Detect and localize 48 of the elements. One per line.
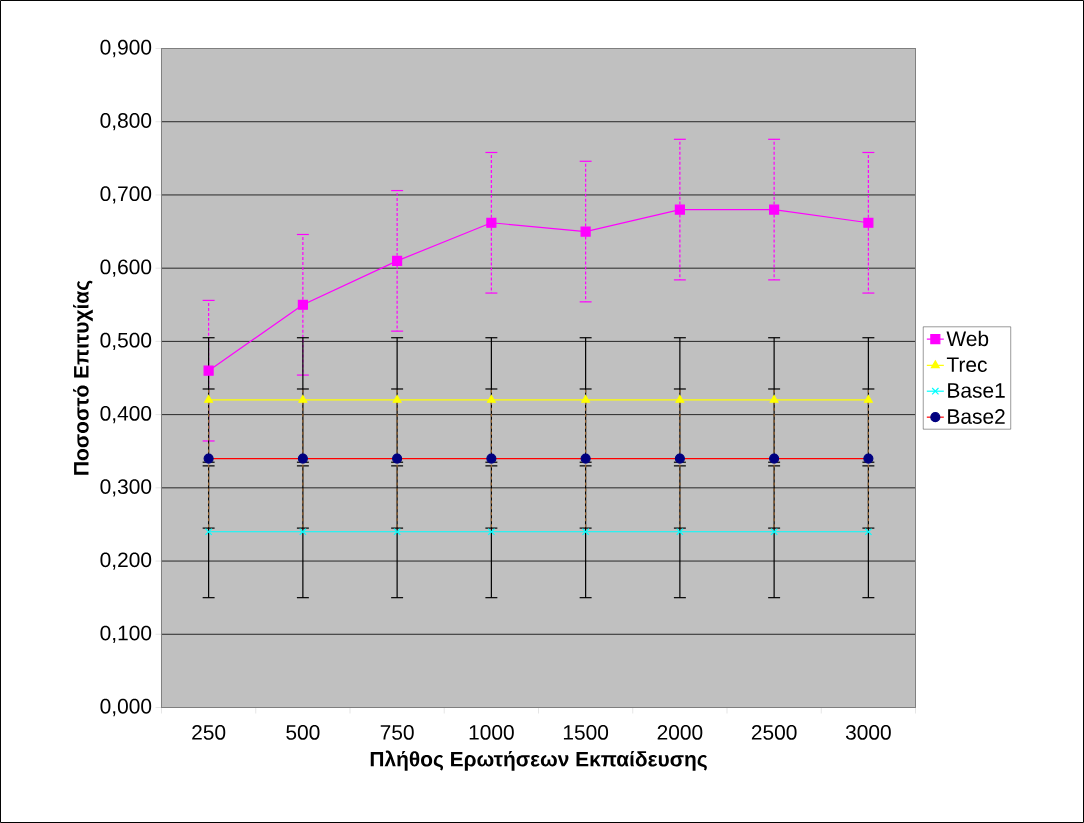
point	[863, 217, 874, 228]
y-tick-label: 0,300	[100, 479, 152, 497]
legend-label: Web	[946, 330, 989, 347]
x-tick-label: 3000	[845, 724, 891, 740]
point	[487, 528, 496, 536]
legend-label: Trec	[946, 357, 987, 373]
y-tick-label: 0,700	[100, 186, 152, 204]
point	[581, 394, 591, 403]
y-axis-title: Ποσοστό Επιτυχίας	[73, 280, 93, 475]
y-tick-label: 0,900	[100, 39, 152, 58]
x-tick-label: 2000	[657, 724, 703, 740]
point	[297, 299, 308, 310]
point	[393, 528, 401, 536]
point	[769, 394, 779, 403]
point	[392, 394, 402, 403]
legend-label: Base1	[948, 383, 1005, 398]
y-tick-label: 0,200	[100, 552, 152, 570]
y-tick-label: 0,100	[100, 625, 152, 643]
x-tick-label: 2500	[751, 724, 797, 740]
point	[580, 226, 591, 237]
x-axis-title: Πλήθος Ερωτήσεων Εκπαίδευσης	[370, 750, 707, 771]
point	[203, 365, 214, 376]
x-tick-label: 750	[380, 724, 414, 740]
y-tick-label: 0,800	[100, 113, 152, 131]
point	[863, 394, 873, 403]
point	[299, 528, 307, 536]
y-tick-label: 0,500	[100, 332, 152, 351]
x-tick-label: 1500	[563, 724, 609, 740]
legend-label: Base2	[948, 409, 1005, 424]
point	[675, 394, 685, 403]
y-tick-label: 0,000	[100, 698, 152, 717]
y-tick-label: 0,600	[100, 259, 152, 277]
point	[864, 528, 873, 536]
x-tick-label: 250	[192, 724, 226, 740]
point	[769, 204, 780, 215]
point	[676, 528, 684, 536]
point	[486, 217, 497, 228]
point	[204, 528, 213, 536]
point	[581, 528, 590, 536]
y-tick-label: 0,400	[100, 405, 152, 424]
x-tick-label: 500	[286, 724, 320, 740]
point	[392, 255, 403, 266]
x-tick-label: 1000	[469, 724, 514, 740]
point	[204, 394, 214, 403]
point	[486, 394, 496, 403]
point	[674, 204, 685, 215]
point	[298, 394, 308, 403]
point	[770, 528, 778, 536]
